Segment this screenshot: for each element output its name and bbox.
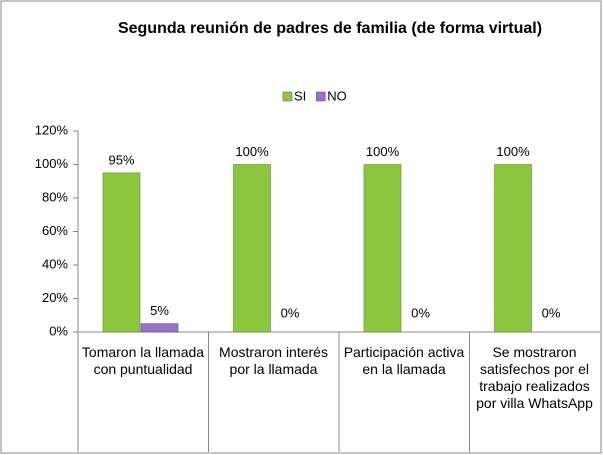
data-label: 0% xyxy=(281,305,300,320)
legend-label: NO xyxy=(327,88,347,103)
data-label: 95% xyxy=(108,152,134,167)
y-tick-label: 100% xyxy=(35,156,69,171)
legend-label: SI xyxy=(294,88,306,103)
data-label: 0% xyxy=(542,305,561,320)
y-tick-label: 80% xyxy=(42,189,68,204)
data-label: 100% xyxy=(235,144,269,159)
bar xyxy=(102,172,141,333)
bar xyxy=(494,164,532,333)
y-tick-label: 40% xyxy=(42,256,68,271)
x-tick-label: Se mostraron satisfechos por el trabajo … xyxy=(476,344,593,411)
data-label: 0% xyxy=(411,305,430,320)
y-tick-label: 60% xyxy=(42,223,68,238)
bar xyxy=(363,164,402,333)
data-label: 100% xyxy=(366,144,400,159)
x-tick-label: Participación activa en la llamada xyxy=(343,344,465,377)
y-tick-label: 0% xyxy=(49,323,68,338)
x-tick-label: Mostraron interés por la llamada xyxy=(219,344,328,377)
legend-swatch xyxy=(282,91,293,102)
chart-title: Segunda reunión de padres de familia (de… xyxy=(117,20,543,37)
legend-swatch xyxy=(316,91,326,102)
y-tick-label: 120% xyxy=(35,122,69,137)
bar xyxy=(233,164,271,333)
bar xyxy=(140,323,179,333)
data-label: 100% xyxy=(496,144,530,159)
data-label: 5% xyxy=(150,303,169,318)
x-tick-label: Tomaron la llamada con puntualidad xyxy=(81,344,205,377)
y-tick-label: 20% xyxy=(42,290,68,305)
